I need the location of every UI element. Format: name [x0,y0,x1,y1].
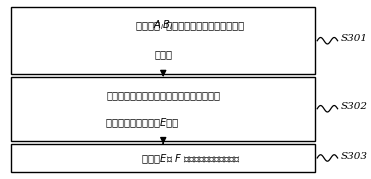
Text: 与前掌轮廓相切与点: 与前掌轮廓相切与点 [106,117,163,127]
Text: 跟轮廓: 跟轮廓 [154,49,172,59]
Text: S301: S301 [341,34,368,43]
Text: 点 $F$ 计算其距离即为鞋底掌宽: 点 $F$ 计算其距离即为鞋底掌宽 [163,152,241,164]
Text: $E$: $E$ [159,116,167,128]
Text: 利用线段: 利用线段 [136,21,163,30]
Text: $E$: $E$ [159,152,167,164]
Text: 分割鞋底轮廓为前掌轮廓和后: 分割鞋底轮廓为前掌轮廓和后 [163,21,244,30]
Text: $A_iB_i$: $A_iB_i$ [153,19,173,32]
Text: S303: S303 [341,152,368,161]
Text: 连接点: 连接点 [142,153,163,163]
Bar [11,77,315,141]
Bar [11,7,315,74]
Text: 和点: 和点 [163,117,181,127]
Text: S302: S302 [341,102,368,112]
Text: 在鞋底前掌轮廓内计算求取内接圆，内接圆: 在鞋底前掌轮廓内计算求取内接圆，内接圆 [106,90,220,100]
Bar [11,144,315,172]
